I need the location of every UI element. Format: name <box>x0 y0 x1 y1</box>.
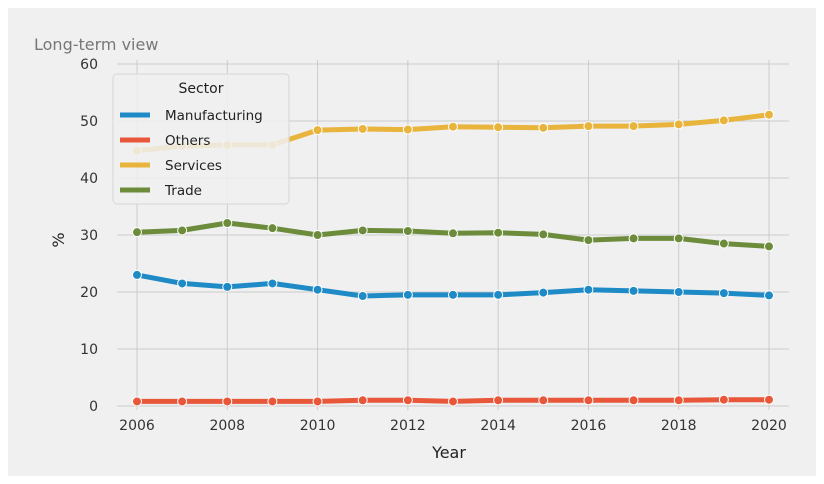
data-point-others <box>628 395 639 406</box>
y-tick-label: 40 <box>80 171 98 187</box>
y-tick-label: 30 <box>80 228 98 244</box>
data-point-manufacturing <box>764 290 774 301</box>
data-point-services <box>402 124 413 135</box>
data-point-manufacturing <box>132 269 142 280</box>
data-point-trade <box>132 227 142 238</box>
y-axis-label: % <box>49 232 68 247</box>
legend-item-services: Services <box>120 158 222 174</box>
data-point-manufacturing <box>267 278 278 289</box>
data-point-trade <box>538 229 549 240</box>
legend-label: Others <box>165 133 210 149</box>
data-point-manufacturing <box>402 289 413 300</box>
data-point-others <box>132 396 142 407</box>
legend-title: Sector <box>178 81 223 97</box>
data-point-others <box>448 396 458 407</box>
data-point-manufacturing <box>628 285 639 296</box>
data-point-others <box>538 395 549 406</box>
x-tick-label: 2014 <box>480 418 516 434</box>
data-point-trade <box>583 235 594 246</box>
x-tick-label: 2016 <box>571 418 607 434</box>
legend-box <box>112 73 290 205</box>
data-point-trade <box>628 233 639 244</box>
data-point-trade <box>177 225 188 236</box>
data-point-manufacturing <box>583 284 594 295</box>
data-point-others <box>312 396 323 407</box>
data-point-trade <box>357 225 368 236</box>
data-point-services <box>764 109 774 120</box>
chart-panel: 0 10 20 30 40 50 60 2006 2008 2010 2012 2014 2016 201… <box>8 8 816 476</box>
data-point-services <box>493 122 504 133</box>
legend-label: Manufacturing <box>165 108 263 124</box>
data-point-services <box>448 121 458 132</box>
chart-title: Long-term view <box>34 35 158 54</box>
data-point-others <box>718 394 729 405</box>
data-point-manufacturing <box>177 278 188 289</box>
data-point-manufacturing <box>493 289 504 300</box>
legend-label: Trade <box>164 183 202 199</box>
data-point-trade <box>312 230 323 240</box>
x-tick-label: 2020 <box>751 418 787 434</box>
legend: Sector Manufacturing Others Services Trade <box>112 73 290 205</box>
data-point-services <box>628 121 639 132</box>
legend-item-others: Others <box>120 133 210 149</box>
ticks: 0 10 20 30 40 50 60 2006 2008 2010 2012 2014 2016 201… <box>80 57 787 434</box>
legend-label: Services <box>165 158 222 174</box>
legend-items: Manufacturing Others Services Trade <box>120 108 263 199</box>
legend-item-manufacturing: Manufacturing <box>120 108 263 124</box>
data-point-trade <box>448 228 458 239</box>
data-point-services <box>718 115 729 126</box>
legend-item-trade: Trade <box>120 183 202 199</box>
x-axis-label: Year <box>431 443 466 462</box>
data-point-manufacturing <box>538 287 549 298</box>
data-point-others <box>402 395 413 406</box>
series-manufacturing <box>132 269 774 301</box>
data-point-others <box>177 396 188 407</box>
data-point-services <box>583 121 594 132</box>
series-others <box>132 394 774 407</box>
x-tick-label: 2010 <box>300 418 336 434</box>
data-point-trade <box>493 227 504 238</box>
data-point-trade <box>222 218 233 229</box>
data-point-manufacturing <box>448 289 458 300</box>
y-tick-label: 50 <box>80 114 98 130</box>
y-tick-label: 10 <box>80 342 98 358</box>
data-point-trade <box>718 238 729 249</box>
data-point-trade <box>267 223 278 234</box>
x-tick-label: 2018 <box>661 418 697 434</box>
series-layer <box>132 109 774 407</box>
data-point-trade <box>402 226 413 237</box>
data-point-others <box>357 395 368 406</box>
x-tick-label: 2008 <box>209 418 245 434</box>
data-point-others <box>493 395 504 406</box>
y-tick-label: 20 <box>80 285 98 301</box>
data-point-services <box>538 122 549 133</box>
x-tick-label: 2006 <box>119 418 155 434</box>
data-point-services <box>312 125 323 136</box>
data-point-trade <box>673 233 684 244</box>
data-point-services <box>357 123 368 134</box>
x-tick-label: 2012 <box>390 418 426 434</box>
data-point-manufacturing <box>312 284 323 295</box>
y-tick-label: 60 <box>80 57 98 73</box>
data-point-others <box>267 396 278 407</box>
data-point-others <box>764 394 774 405</box>
y-tick-label: 0 <box>89 399 98 415</box>
data-point-manufacturing <box>357 290 368 301</box>
data-point-others <box>583 395 594 406</box>
data-point-manufacturing <box>718 288 729 299</box>
data-point-manufacturing <box>222 281 233 292</box>
data-point-manufacturing <box>673 287 684 297</box>
series-trade <box>132 218 774 252</box>
data-point-trade <box>764 241 774 252</box>
data-point-services <box>673 119 684 130</box>
data-point-others <box>222 396 233 407</box>
data-point-others <box>673 395 684 406</box>
line-chart: 0 10 20 30 40 50 60 2006 2008 2010 2012 2014 2016 201… <box>34 35 789 462</box>
